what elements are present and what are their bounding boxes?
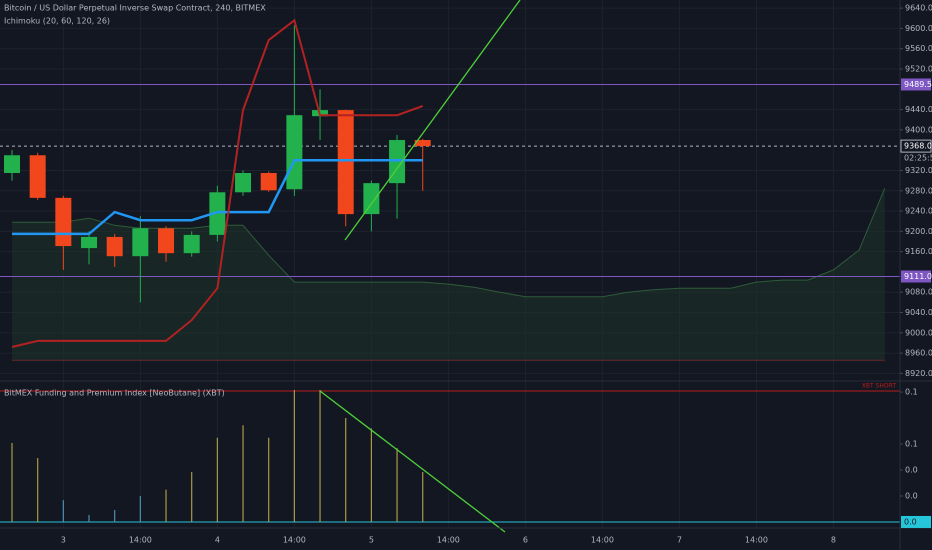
candle-body bbox=[260, 173, 277, 191]
x-tick-label: 8 bbox=[831, 536, 836, 545]
bar bbox=[165, 489, 167, 522]
price-label: 9111.0 bbox=[904, 272, 932, 281]
candle-body bbox=[235, 173, 252, 193]
y-tick-label: 9200.0 bbox=[905, 227, 932, 236]
y-tick-label: 8920.0 bbox=[905, 369, 932, 378]
indicator-label: Ichimoku (20, 60, 120, 26) bbox=[4, 17, 110, 26]
price-label-box bbox=[900, 139, 932, 153]
candle-body bbox=[337, 110, 354, 215]
bar bbox=[11, 442, 13, 522]
candle-body bbox=[389, 140, 406, 184]
cloud bbox=[12, 188, 885, 361]
candle-body bbox=[55, 197, 72, 247]
y-tick-label: 9640.0 bbox=[905, 4, 932, 13]
y-tick-label: 9160.0 bbox=[905, 247, 932, 256]
x-tick-label: 14:00 bbox=[437, 536, 460, 545]
y-tick-label: 8960.0 bbox=[905, 349, 932, 358]
x-tick-label: 7 bbox=[677, 536, 682, 545]
x-tick-label: 14:00 bbox=[129, 536, 152, 545]
candle-body bbox=[209, 192, 226, 235]
candle-body bbox=[183, 234, 200, 254]
cloud-top bbox=[12, 188, 886, 298]
candle-body bbox=[363, 183, 380, 215]
plot: XBT SHORT bbox=[0, 18, 900, 523]
candle-body bbox=[106, 236, 123, 257]
bar bbox=[345, 418, 347, 522]
candle-body bbox=[4, 155, 20, 174]
y-tick-label: 9400.0 bbox=[905, 125, 932, 134]
price-label: 9489.5 bbox=[904, 80, 932, 89]
y-tick-label: 9560.0 bbox=[905, 44, 932, 53]
x-tick-label: 4 bbox=[215, 536, 220, 545]
y-tick-label: 0.1 bbox=[905, 388, 918, 397]
bar bbox=[37, 458, 39, 522]
bar bbox=[114, 510, 116, 522]
candle-body bbox=[158, 228, 175, 254]
y-tick-label: 9600.0 bbox=[905, 24, 932, 33]
candle-body bbox=[81, 236, 98, 249]
candle-body bbox=[29, 155, 46, 198]
candle-body bbox=[132, 228, 149, 257]
price-label-box bbox=[901, 515, 931, 528]
candle-body bbox=[286, 115, 303, 190]
price-label: 9368.0 bbox=[904, 142, 932, 151]
bar bbox=[242, 425, 244, 522]
bar bbox=[139, 495, 141, 522]
bar bbox=[216, 437, 218, 522]
bar bbox=[293, 389, 295, 522]
bar bbox=[88, 515, 90, 522]
x-tick-label: 6 bbox=[523, 536, 528, 545]
y-tick-label: 9320.0 bbox=[905, 166, 932, 175]
y-tick-label: 9440.0 bbox=[905, 105, 932, 114]
bar bbox=[268, 437, 270, 522]
bar bbox=[370, 428, 372, 522]
bar bbox=[319, 389, 321, 522]
axis: 9640.0 9600.0 9560.0 9520.0 9440.0 9400.0 9320… bbox=[61, 4, 932, 545]
indicator-label: BitMEX Funding and Premium Index [NeoBut… bbox=[4, 389, 225, 398]
bar bbox=[396, 448, 398, 522]
x-tick-label: 14:00 bbox=[745, 536, 768, 545]
bar bbox=[422, 472, 424, 522]
y-tick-label: 9080.0 bbox=[905, 288, 932, 297]
bar bbox=[62, 500, 64, 522]
price-label-box bbox=[901, 270, 931, 283]
x-tick-label: 3 bbox=[61, 536, 66, 545]
x-tick-label: 14:00 bbox=[591, 536, 614, 545]
threshold-label: XBT SHORT bbox=[862, 383, 897, 390]
price-label-box bbox=[901, 78, 931, 91]
x-tick-label: 14:00 bbox=[283, 536, 306, 545]
y-tick-label: 0.0 bbox=[905, 466, 918, 475]
x-tick-label: 5 bbox=[369, 536, 374, 545]
y-tick-label: 0.1 bbox=[905, 440, 918, 449]
price-label: 0.0 bbox=[904, 517, 917, 526]
y-tick-label: 9240.0 bbox=[905, 207, 932, 216]
ichimoku-line bbox=[11, 18, 424, 348]
y-tick-label: 9280.0 bbox=[905, 186, 932, 195]
y-tick-label: 0.0 bbox=[905, 491, 918, 500]
countdown: 02:25:56 bbox=[904, 154, 932, 163]
trend-line bbox=[319, 390, 506, 533]
chart-title: Bitcoin / US Dollar Perpetual Inverse Sw… bbox=[4, 4, 266, 13]
y-tick-label: 9000.0 bbox=[905, 328, 932, 337]
bar bbox=[191, 472, 193, 522]
candle-body bbox=[414, 140, 431, 147]
trend-line bbox=[344, 0, 521, 241]
ichimoku-line bbox=[12, 159, 423, 236]
y-tick-label: 9040.0 bbox=[905, 308, 932, 317]
y-tick-label: 9520.0 bbox=[905, 64, 932, 73]
